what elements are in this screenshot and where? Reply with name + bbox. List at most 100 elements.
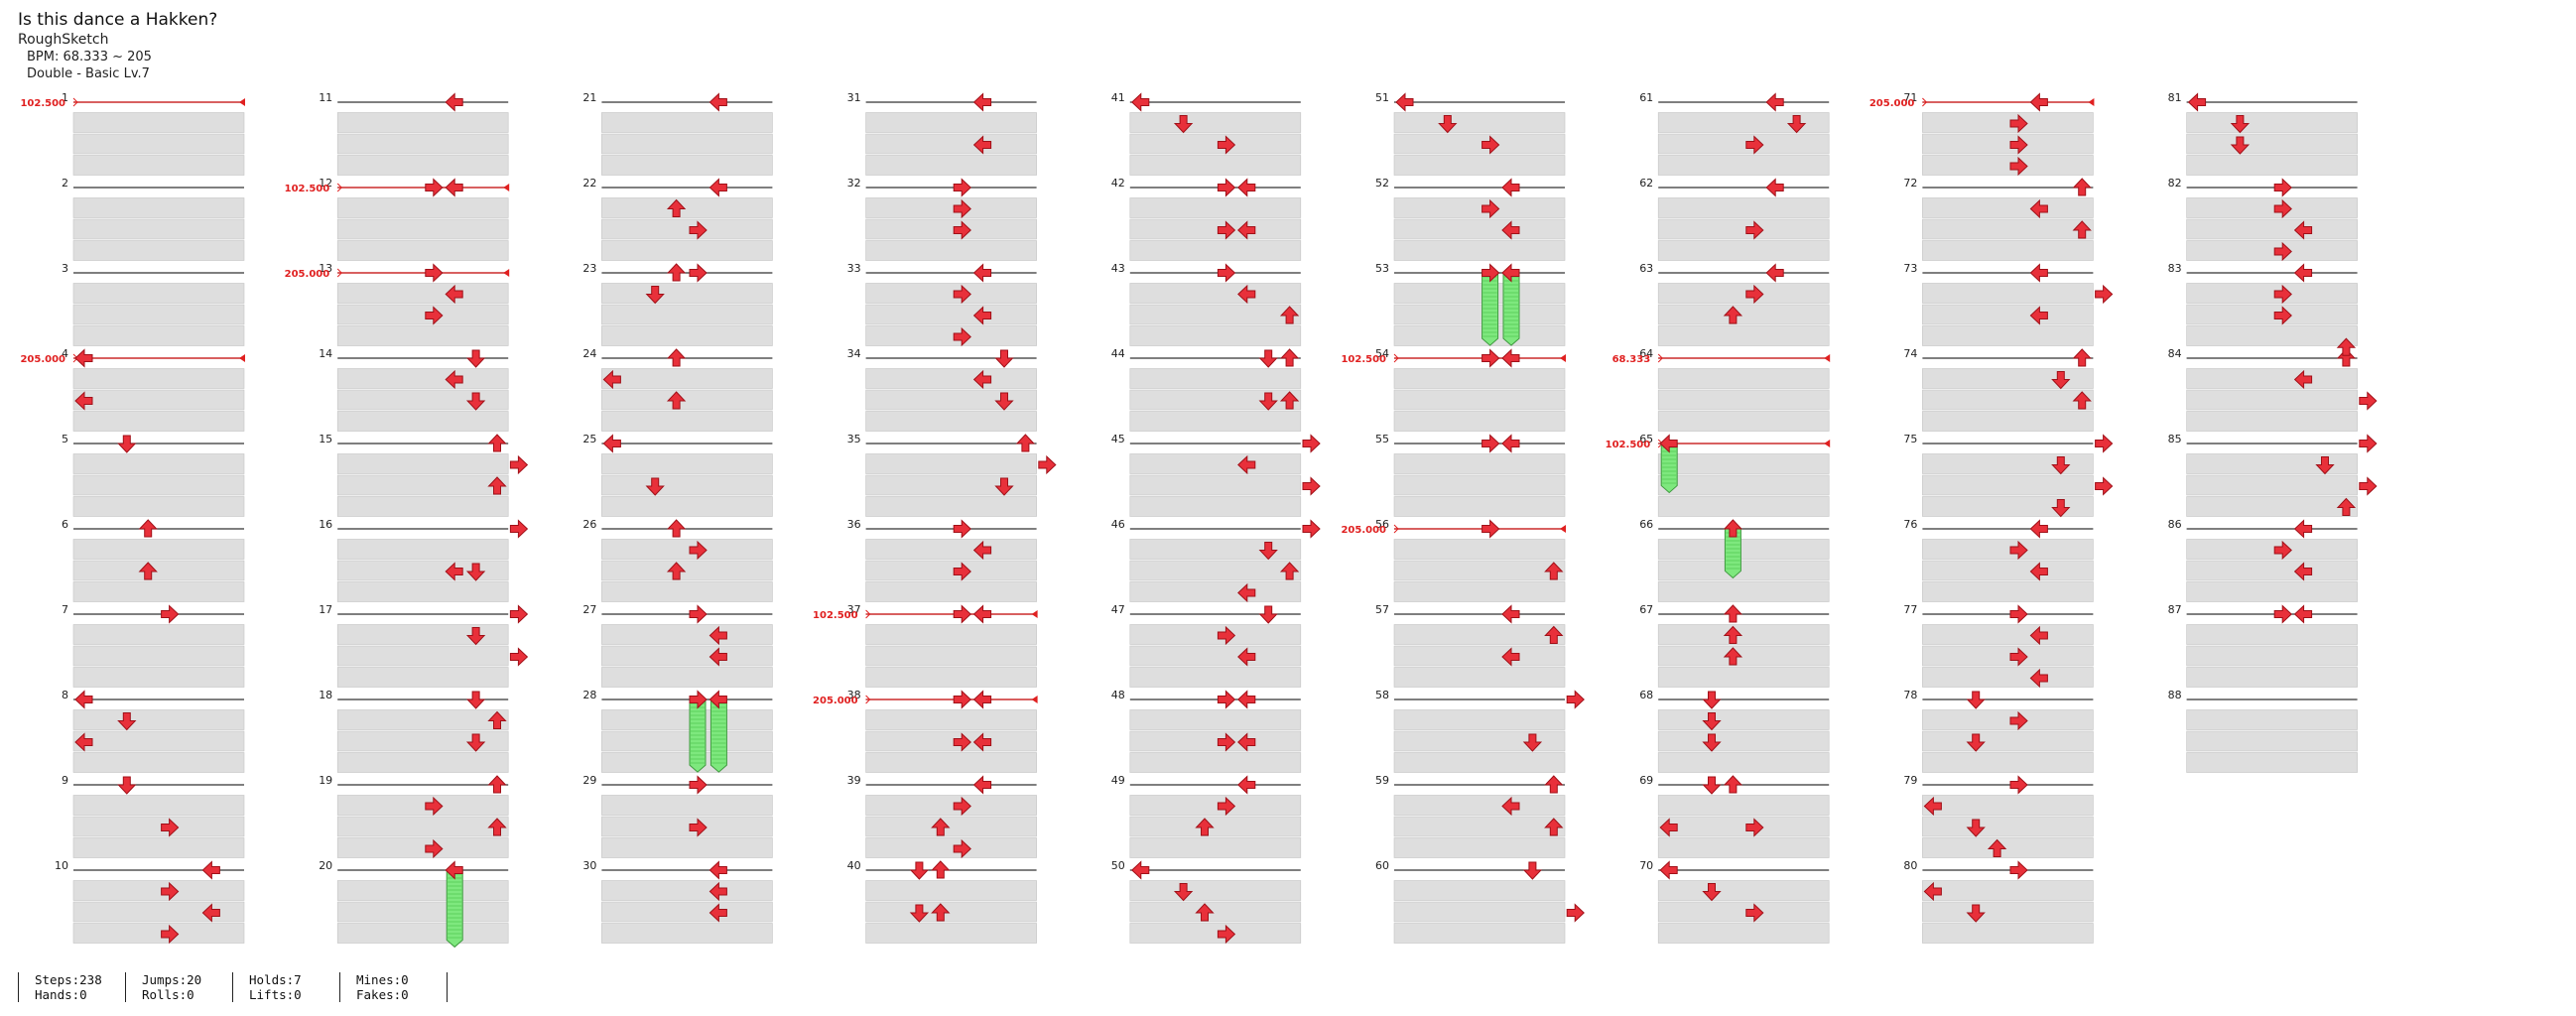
beat-band: [1657, 837, 1830, 858]
bpm-marker: [503, 269, 510, 277]
measure-number: 58: [1375, 689, 1389, 701]
beat-band: [1922, 197, 2094, 218]
step-arrow: [1544, 562, 1564, 580]
beat-band: [1393, 304, 1566, 325]
step-arrow: [953, 519, 971, 539]
step-arrow: [1481, 348, 1500, 368]
measure-number: 47: [1111, 603, 1125, 616]
beat-band: [1129, 752, 1302, 773]
beat-band: [1922, 539, 2094, 560]
step-arrow: [1279, 306, 1300, 324]
step-arrow: [1038, 454, 1057, 475]
beat-band: [336, 709, 509, 730]
step-arrow: [1522, 861, 1543, 880]
step-arrow: [465, 392, 486, 411]
beat-band: [601, 389, 773, 411]
beat-band: [1129, 837, 1302, 858]
beat-band: [1129, 474, 1302, 496]
bpm-label: 102.500: [1341, 354, 1386, 365]
step-arrow: [708, 92, 727, 112]
step-arrow: [487, 476, 507, 495]
step-arrow: [1237, 647, 1256, 667]
beat-band: [1393, 560, 1566, 581]
step-arrow: [1522, 733, 1543, 752]
beat-band: [1393, 496, 1566, 517]
measure-number: 64: [1639, 347, 1653, 360]
measure: 80: [1903, 859, 2094, 944]
beat-band: [72, 453, 245, 474]
step-arrow: [201, 903, 220, 923]
beat-band: [1129, 304, 1302, 325]
measure-number: 3: [62, 262, 68, 275]
beat-band: [1922, 624, 2094, 645]
step-arrow: [931, 903, 951, 922]
step-arrow: [1723, 519, 1743, 538]
beat-band: [865, 901, 1037, 923]
step-arrow: [909, 904, 930, 923]
step-arrow: [161, 818, 180, 837]
beat-band: [1129, 816, 1302, 837]
bpm-change: 102.500: [285, 183, 510, 194]
step-arrow: [1279, 348, 1300, 367]
beat-band: [1657, 325, 1830, 346]
beat-band: [1129, 325, 1302, 346]
measure: 24: [582, 347, 773, 432]
bpm-marker: [1560, 525, 1566, 533]
step-arrow: [2336, 337, 2357, 356]
beat-band: [601, 560, 773, 581]
beat-band: [336, 283, 509, 304]
beat-band: [1393, 197, 1566, 218]
measure-number: 23: [582, 262, 596, 275]
stat-mines: Mines:0: [356, 972, 409, 987]
step-arrow: [2095, 284, 2114, 305]
beat-band: [2186, 112, 2358, 133]
measure-number: 17: [319, 603, 332, 616]
measure-number: 71: [1903, 91, 1917, 104]
bpm-change: 68.333: [1612, 353, 1831, 365]
measure: 55: [1375, 433, 1566, 517]
beat-band: [72, 901, 245, 923]
measure-number: 81: [2168, 91, 2182, 104]
beat-band: [1129, 581, 1302, 602]
measure: 77: [1903, 603, 2094, 689]
bpm-tick: [336, 268, 342, 278]
step-arrow: [1702, 776, 1722, 795]
bpm-label: 205.000: [813, 696, 858, 706]
step-arrow: [909, 861, 930, 880]
step-arrow: [1544, 775, 1564, 794]
step-arrow: [1279, 562, 1300, 580]
step-arrow: [1217, 924, 1236, 945]
step-arrow: [1217, 690, 1236, 709]
measure-number: 2: [62, 177, 68, 190]
beat-band: [2186, 645, 2358, 667]
measure: 30: [582, 859, 773, 944]
step-arrow: [445, 92, 463, 112]
measure-number: 13: [319, 262, 332, 275]
step-arrow: [953, 284, 971, 305]
stat-rolls: Rolls:0: [142, 987, 194, 1002]
beat-band: [72, 325, 245, 346]
measure: 21: [582, 91, 773, 176]
step-arrow: [1237, 284, 1256, 305]
step-arrow: [666, 198, 687, 217]
beat-band: [72, 560, 245, 581]
step-arrow: [602, 434, 621, 453]
step-arrow: [487, 434, 507, 452]
beat-band: [1657, 816, 1830, 837]
measure-number: 12: [319, 177, 332, 190]
measure: 29: [582, 774, 773, 858]
beat-band: [865, 325, 1037, 346]
measure: 16: [319, 518, 529, 602]
step-arrow: [1237, 775, 1256, 795]
beat-band: [601, 283, 773, 304]
measure-number: 55: [1375, 433, 1389, 445]
measure-number: 65: [1639, 433, 1653, 445]
measure: 41: [1111, 91, 1302, 176]
step-arrow: [1481, 519, 1500, 539]
measure-number: 44: [1111, 347, 1125, 360]
step-arrow: [689, 220, 708, 240]
beat-band: [1922, 325, 2094, 346]
step-arrow: [509, 519, 529, 539]
beat-band: [72, 133, 245, 155]
beat-band: [1922, 837, 2094, 858]
